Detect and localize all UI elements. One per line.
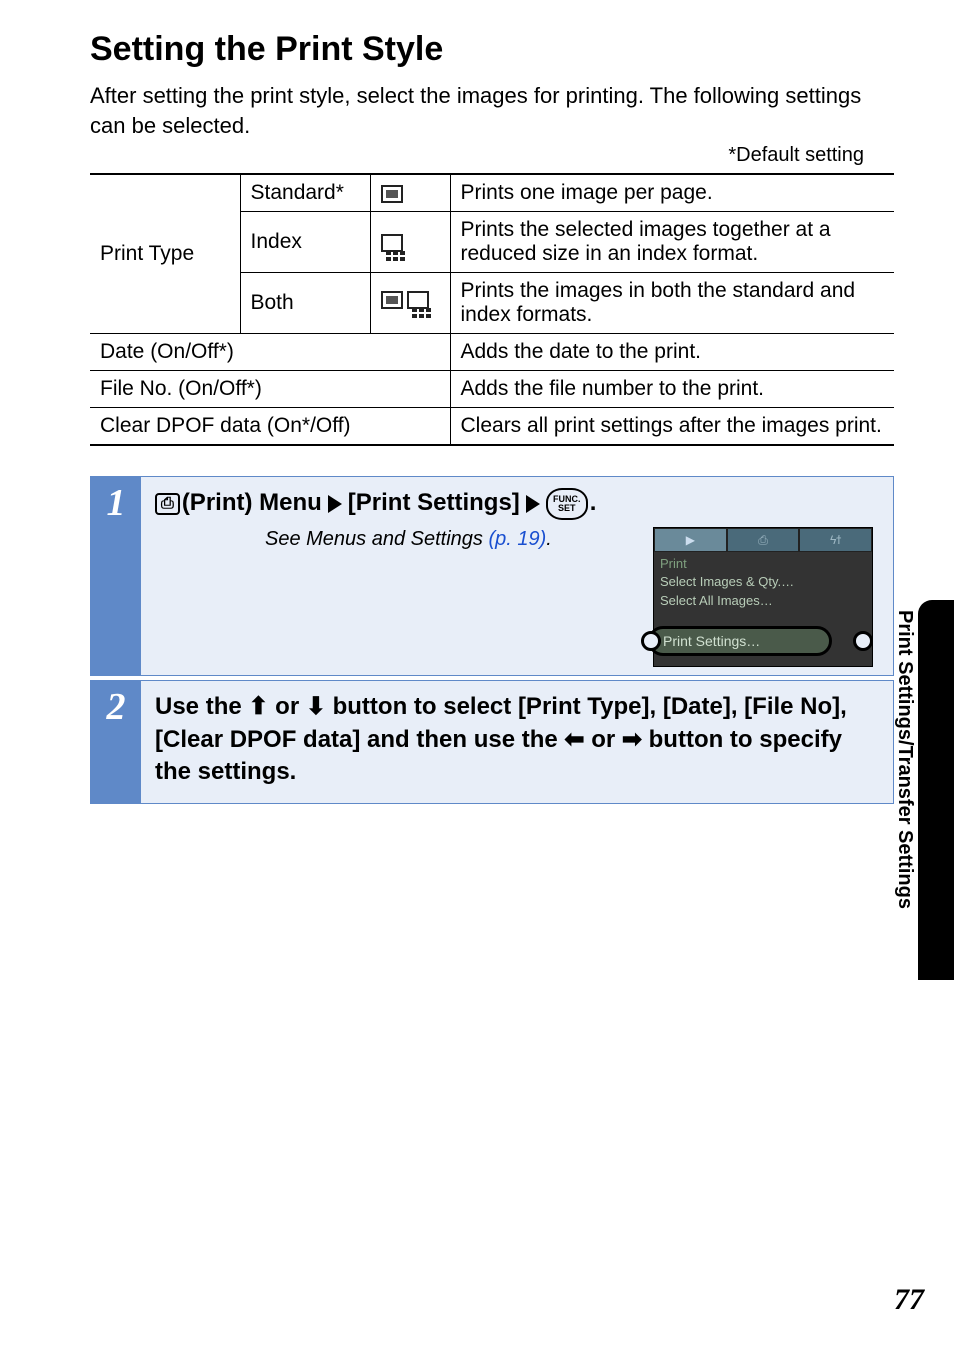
step1-heading: ⎙ (Print) Menu [Print Settings] FUNC. SE… [155,487,879,519]
screenshot-tab: ▶ [654,528,727,552]
settings-table: Print Type Standard* Prints one image pe… [90,173,894,446]
cell-desc: Prints the selected images together at a… [450,212,894,273]
index-icon [381,234,403,252]
print-icon: ⎙ [155,493,180,515]
index-icon-cell [370,212,450,273]
screenshot-selected-item: Print Settings… [648,626,832,656]
camera-menu-screenshot: ▶ ⎙ ϟϯ Print Select Images & Qty.… Selec… [653,527,873,667]
screenshot-tab: ϟϯ [799,528,872,552]
cell-name: File No. (On/Off*) [90,371,450,408]
left-arrow-icon: ⬅ [564,726,584,753]
menu-prefix: (Print) Menu [182,487,322,519]
screenshot-menu-title: Print [660,556,866,571]
cell-desc: Prints one image per page. [450,174,894,212]
table-row: Date (On/Off*) Adds the date to the prin… [90,334,894,371]
cell-desc: Prints the images in both the standard a… [450,273,894,334]
both-icon [381,291,429,309]
screenshot-tab: ⎙ [727,528,800,552]
period: . [590,487,597,519]
table-row: Print Type Standard* Prints one image pe… [90,174,894,212]
step-1: 1 ⎙ (Print) Menu [Print Settings] FUNC. … [90,476,894,676]
print-type-header: Print Type [90,174,240,334]
standard-icon-cell [370,174,450,212]
cell-name: Standard* [240,174,370,212]
default-setting-note: *Default setting [90,144,894,167]
table-row: File No. (On/Off*) Adds the file number … [90,371,894,408]
page-title: Setting the Print Style [90,30,894,69]
triangle-icon [526,495,540,513]
screenshot-menu-item: Select All Images… [660,592,866,610]
cell-desc: Adds the file number to the print. [450,371,894,408]
side-tab-label: Print Settings/Transfer Settings [893,610,916,909]
step-number: 1 [91,477,141,675]
screenshot-menu-item: Select Images & Qty.… [660,573,866,591]
cell-name: Both [240,273,370,334]
page-link[interactable]: (p. 19) [488,528,546,550]
side-tab [918,600,954,980]
step2-heading: Use the ⬆ or ⬇ button to select [Print T… [155,691,879,788]
table-row: Clear DPOF data (On*/Off) Clears all pri… [90,408,894,446]
intro-text: After setting the print style, select th… [90,81,894,140]
up-arrow-icon: ⬆ [248,693,268,720]
triangle-icon [328,495,342,513]
step-2: 2 Use the ⬆ or ⬇ button to select [Print… [90,680,894,803]
cell-name: Clear DPOF data (On*/Off) [90,408,450,446]
standard-icon [381,185,403,203]
cell-name: Index [240,212,370,273]
step-number: 2 [91,681,141,802]
page-number: 77 [894,1283,924,1317]
func-set-button-icon: FUNC. SET [546,488,588,520]
cell-desc: Clears all print settings after the imag… [450,408,894,446]
cell-desc: Adds the date to the print. [450,334,894,371]
menu-item: [Print Settings] [348,487,520,519]
down-arrow-icon: ⬇ [306,693,326,720]
both-icon-cell [370,273,450,334]
right-arrow-icon: ➡ [622,726,642,753]
cell-name: Date (On/Off*) [90,334,450,371]
